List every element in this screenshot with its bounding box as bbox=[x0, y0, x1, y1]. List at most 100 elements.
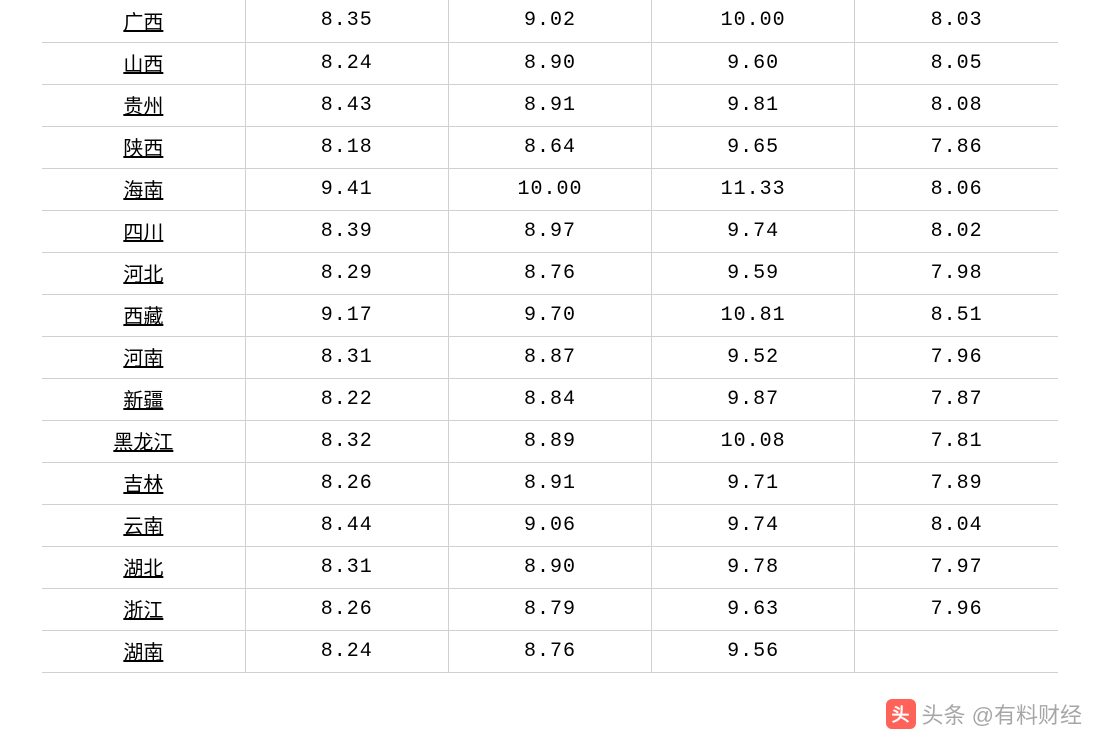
value-cell: 8.26 bbox=[245, 588, 448, 630]
value-cell: 7.89 bbox=[855, 462, 1058, 504]
table-row: 新疆8.228.849.877.87 bbox=[42, 378, 1058, 420]
value-cell: 7.97 bbox=[855, 546, 1058, 588]
province-cell: 山西 bbox=[42, 42, 245, 84]
province-cell: 四川 bbox=[42, 210, 245, 252]
value-cell: 8.91 bbox=[448, 84, 651, 126]
value-cell: 8.18 bbox=[245, 126, 448, 168]
value-cell: 9.87 bbox=[652, 378, 855, 420]
value-cell: 10.08 bbox=[652, 420, 855, 462]
value-cell bbox=[855, 630, 1058, 672]
value-cell: 8.89 bbox=[448, 420, 651, 462]
watermark-logo-icon: 头 bbox=[886, 699, 916, 729]
province-cell: 广西 bbox=[42, 0, 245, 42]
table-row: 湖南8.248.769.56 bbox=[42, 630, 1058, 672]
value-cell: 7.86 bbox=[855, 126, 1058, 168]
value-cell: 8.76 bbox=[448, 630, 651, 672]
value-cell: 8.97 bbox=[448, 210, 651, 252]
value-cell: 8.31 bbox=[245, 546, 448, 588]
province-cell: 湖北 bbox=[42, 546, 245, 588]
value-cell: 8.90 bbox=[448, 42, 651, 84]
province-cell: 新疆 bbox=[42, 378, 245, 420]
value-cell: 9.60 bbox=[652, 42, 855, 84]
value-cell: 10.00 bbox=[652, 0, 855, 42]
value-cell: 8.39 bbox=[245, 210, 448, 252]
value-cell: 7.96 bbox=[855, 336, 1058, 378]
province-cell: 云南 bbox=[42, 504, 245, 546]
table-row: 吉林8.268.919.717.89 bbox=[42, 462, 1058, 504]
province-cell: 吉林 bbox=[42, 462, 245, 504]
value-cell: 8.02 bbox=[855, 210, 1058, 252]
value-cell: 11.33 bbox=[652, 168, 855, 210]
value-cell: 8.22 bbox=[245, 378, 448, 420]
value-cell: 9.06 bbox=[448, 504, 651, 546]
value-cell: 7.96 bbox=[855, 588, 1058, 630]
value-cell: 7.87 bbox=[855, 378, 1058, 420]
value-cell: 8.29 bbox=[245, 252, 448, 294]
value-cell: 8.26 bbox=[245, 462, 448, 504]
value-cell: 8.91 bbox=[448, 462, 651, 504]
value-cell: 8.04 bbox=[855, 504, 1058, 546]
watermark: 头 头条 @有料财经 bbox=[886, 698, 1082, 730]
province-cell: 湖南 bbox=[42, 630, 245, 672]
value-cell: 8.87 bbox=[448, 336, 651, 378]
value-cell: 9.63 bbox=[652, 588, 855, 630]
table-row: 黑龙江8.328.8910.087.81 bbox=[42, 420, 1058, 462]
value-cell: 9.74 bbox=[652, 210, 855, 252]
value-cell: 9.74 bbox=[652, 504, 855, 546]
table-row: 广西8.359.0210.008.03 bbox=[42, 0, 1058, 42]
table-row: 陕西8.188.649.657.86 bbox=[42, 126, 1058, 168]
value-cell: 7.98 bbox=[855, 252, 1058, 294]
value-cell: 8.84 bbox=[448, 378, 651, 420]
data-table-container: 广西8.359.0210.008.03山西8.248.909.608.05贵州8… bbox=[0, 0, 1100, 673]
province-cell: 河北 bbox=[42, 252, 245, 294]
value-cell: 8.06 bbox=[855, 168, 1058, 210]
value-cell: 9.65 bbox=[652, 126, 855, 168]
value-cell: 8.90 bbox=[448, 546, 651, 588]
value-cell: 8.05 bbox=[855, 42, 1058, 84]
value-cell: 8.24 bbox=[245, 630, 448, 672]
table-row: 湖北8.318.909.787.97 bbox=[42, 546, 1058, 588]
value-cell: 9.56 bbox=[652, 630, 855, 672]
table-row: 浙江8.268.799.637.96 bbox=[42, 588, 1058, 630]
province-cell: 西藏 bbox=[42, 294, 245, 336]
table-row: 山西8.248.909.608.05 bbox=[42, 42, 1058, 84]
province-cell: 河南 bbox=[42, 336, 245, 378]
price-table: 广西8.359.0210.008.03山西8.248.909.608.05贵州8… bbox=[42, 0, 1058, 673]
table-row: 河南8.318.879.527.96 bbox=[42, 336, 1058, 378]
value-cell: 7.81 bbox=[855, 420, 1058, 462]
province-cell: 黑龙江 bbox=[42, 420, 245, 462]
value-cell: 8.44 bbox=[245, 504, 448, 546]
value-cell: 9.78 bbox=[652, 546, 855, 588]
value-cell: 8.43 bbox=[245, 84, 448, 126]
province-cell: 陕西 bbox=[42, 126, 245, 168]
value-cell: 8.31 bbox=[245, 336, 448, 378]
province-cell: 浙江 bbox=[42, 588, 245, 630]
value-cell: 8.76 bbox=[448, 252, 651, 294]
value-cell: 8.64 bbox=[448, 126, 651, 168]
value-cell: 9.81 bbox=[652, 84, 855, 126]
province-cell: 海南 bbox=[42, 168, 245, 210]
value-cell: 8.35 bbox=[245, 0, 448, 42]
value-cell: 8.24 bbox=[245, 42, 448, 84]
value-cell: 9.17 bbox=[245, 294, 448, 336]
table-row: 云南8.449.069.748.04 bbox=[42, 504, 1058, 546]
table-row: 四川8.398.979.748.02 bbox=[42, 210, 1058, 252]
province-cell: 贵州 bbox=[42, 84, 245, 126]
value-cell: 10.00 bbox=[448, 168, 651, 210]
watermark-text: 头条 @有料财经 bbox=[922, 698, 1082, 730]
value-cell: 8.03 bbox=[855, 0, 1058, 42]
value-cell: 9.52 bbox=[652, 336, 855, 378]
value-cell: 10.81 bbox=[652, 294, 855, 336]
table-row: 西藏9.179.7010.818.51 bbox=[42, 294, 1058, 336]
value-cell: 9.71 bbox=[652, 462, 855, 504]
value-cell: 8.32 bbox=[245, 420, 448, 462]
table-row: 贵州8.438.919.818.08 bbox=[42, 84, 1058, 126]
value-cell: 8.79 bbox=[448, 588, 651, 630]
table-row: 海南9.4110.0011.338.06 bbox=[42, 168, 1058, 210]
value-cell: 8.51 bbox=[855, 294, 1058, 336]
value-cell: 9.70 bbox=[448, 294, 651, 336]
value-cell: 9.41 bbox=[245, 168, 448, 210]
value-cell: 9.59 bbox=[652, 252, 855, 294]
value-cell: 8.08 bbox=[855, 84, 1058, 126]
table-row: 河北8.298.769.597.98 bbox=[42, 252, 1058, 294]
